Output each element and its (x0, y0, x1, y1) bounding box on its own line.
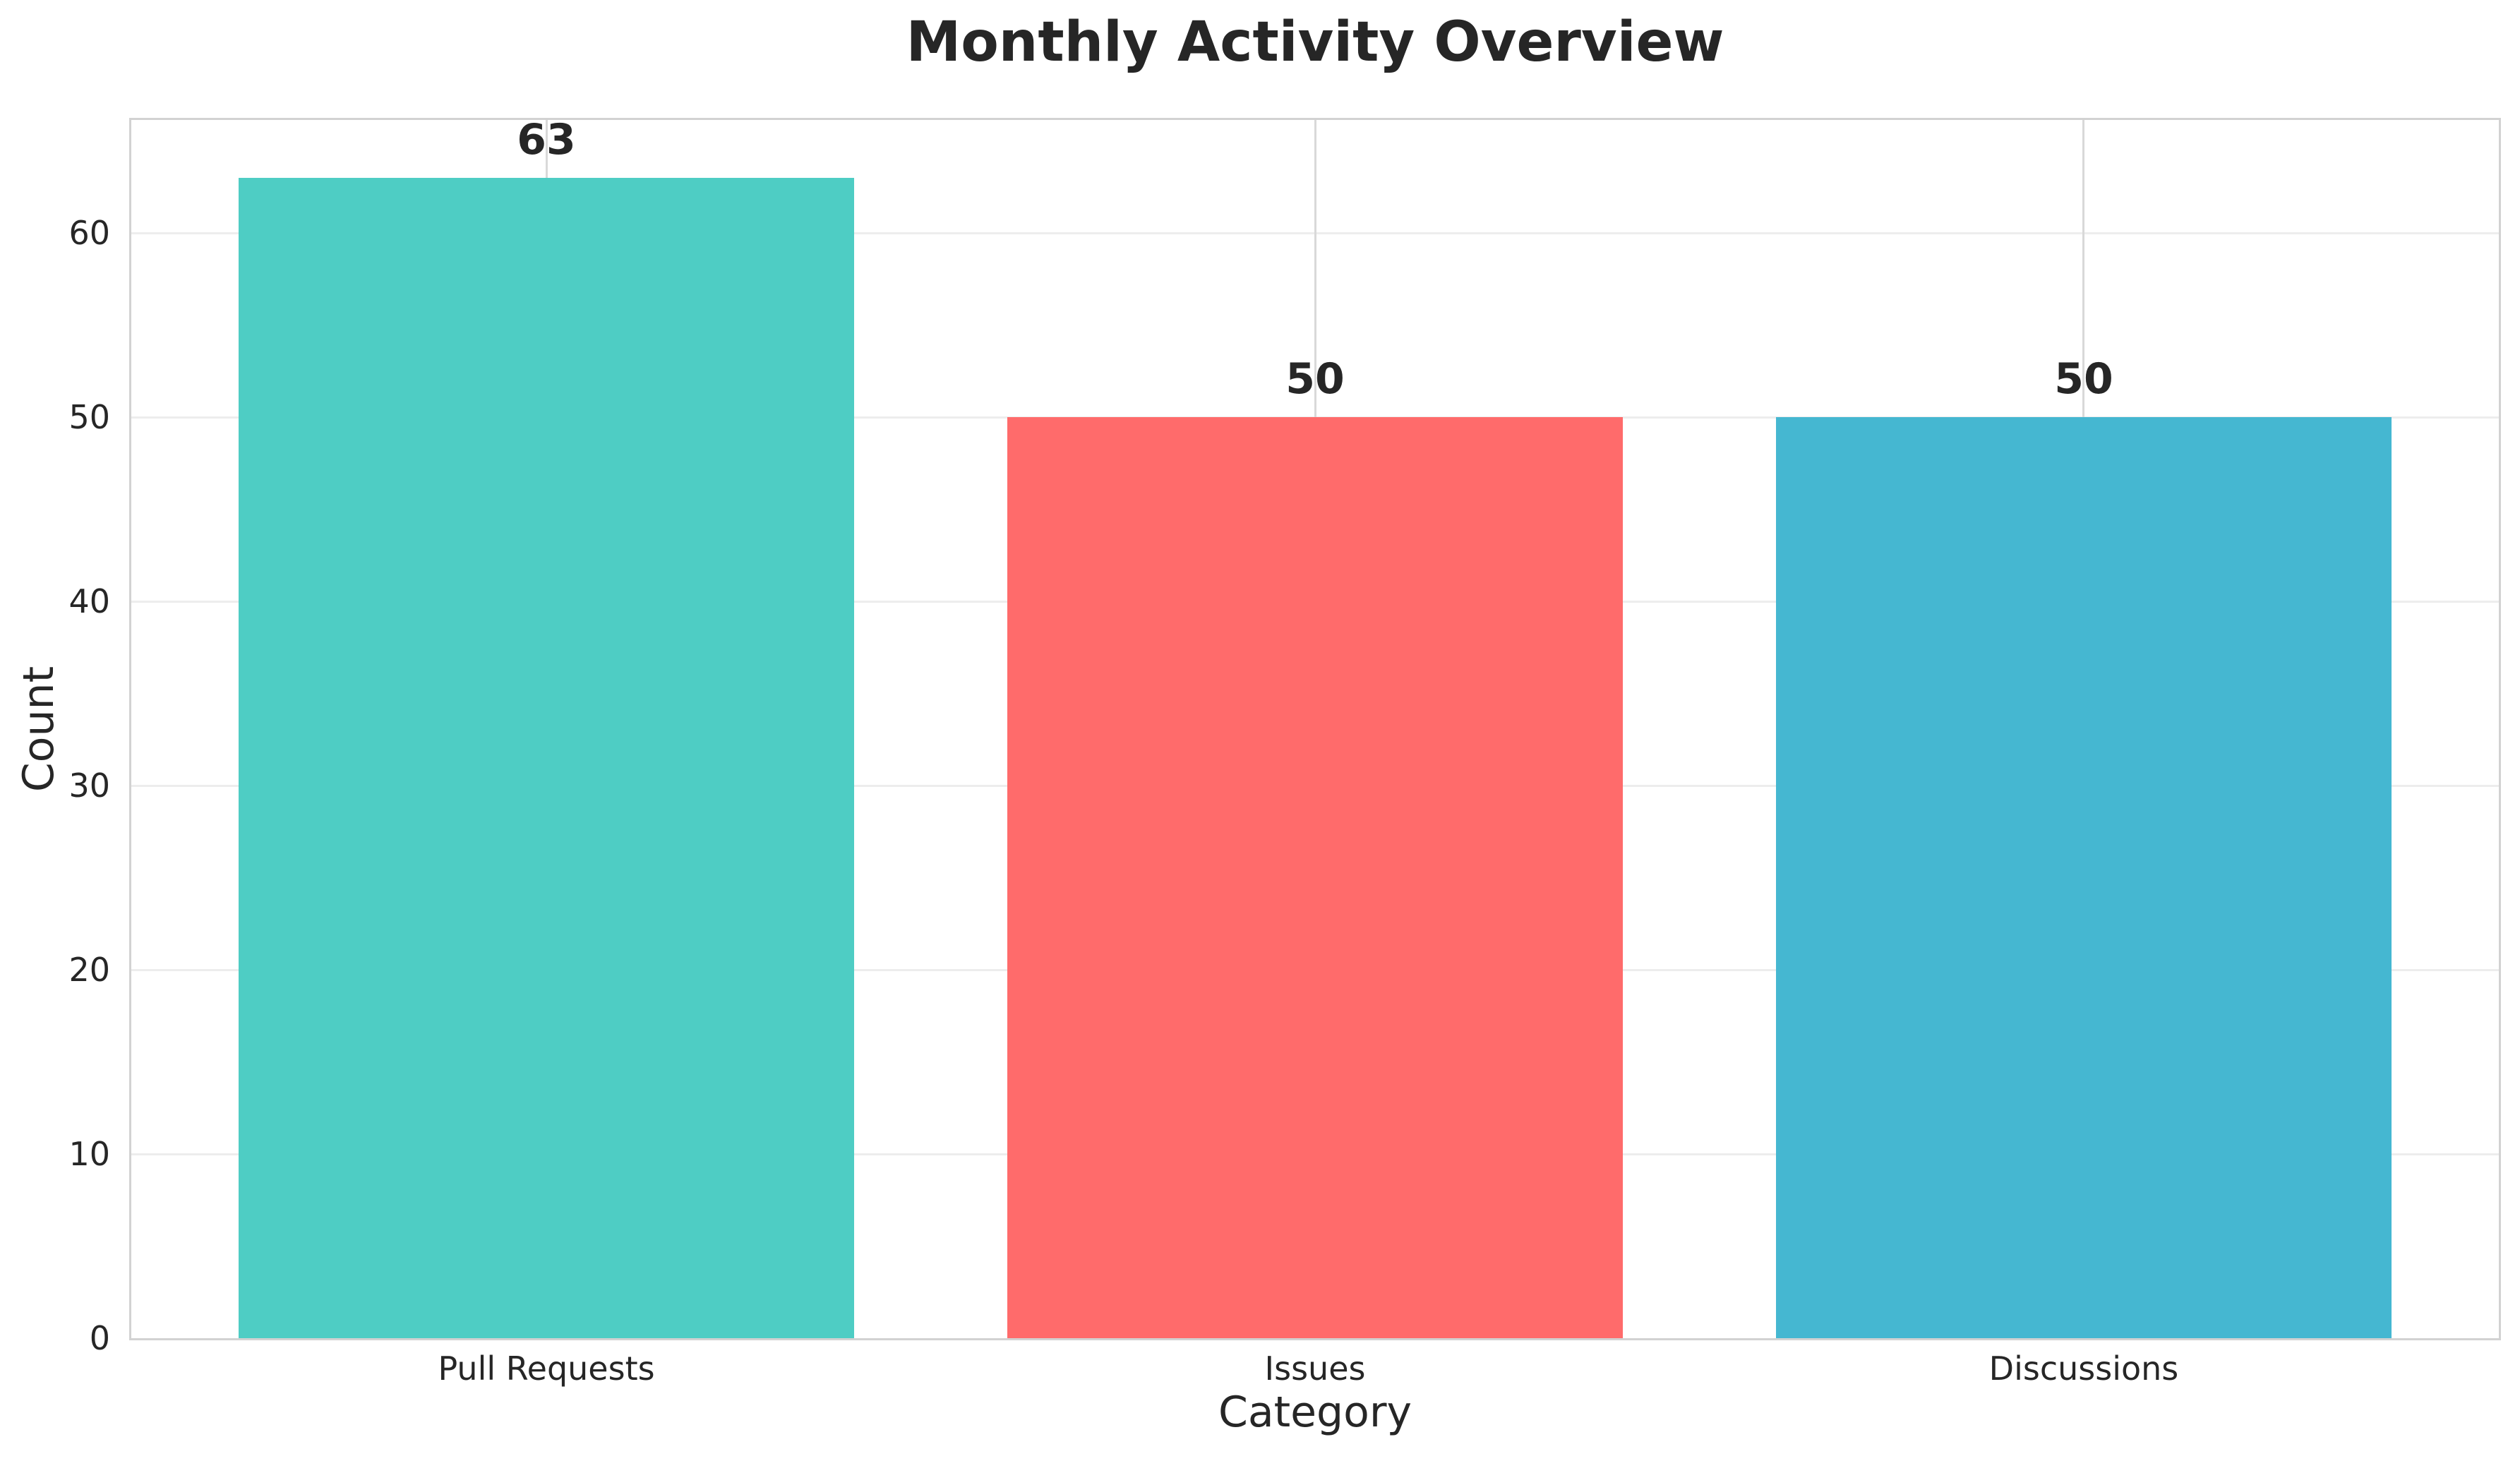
y-tick-label: 50 (68, 398, 110, 437)
y-tick-label: 20 (68, 951, 110, 990)
bar-value-label: 50 (1285, 354, 1345, 404)
x-axis-label: Category (1218, 1388, 1412, 1437)
x-tick-label: Pull Requests (438, 1349, 655, 1388)
chart-title: Monthly Activity Overview (906, 11, 1724, 74)
bar-discussions (1776, 417, 2392, 1338)
x-tick-label: Discussions (1988, 1349, 2179, 1388)
y-tick-label: 0 (89, 1319, 110, 1357)
x-tick-label: Issues (1264, 1349, 1366, 1388)
bar-value-label: 50 (2054, 354, 2113, 404)
plot-area: 63 50 50 (129, 118, 2501, 1340)
y-tick-label: 60 (68, 214, 110, 253)
y-tick-label: 40 (68, 582, 110, 621)
y-tick-label: 30 (68, 766, 110, 805)
y-tick-label: 10 (68, 1135, 110, 1174)
bar-issues (1007, 417, 1623, 1338)
bar-value-label: 63 (517, 115, 576, 165)
bar-pull-requests (239, 178, 854, 1338)
